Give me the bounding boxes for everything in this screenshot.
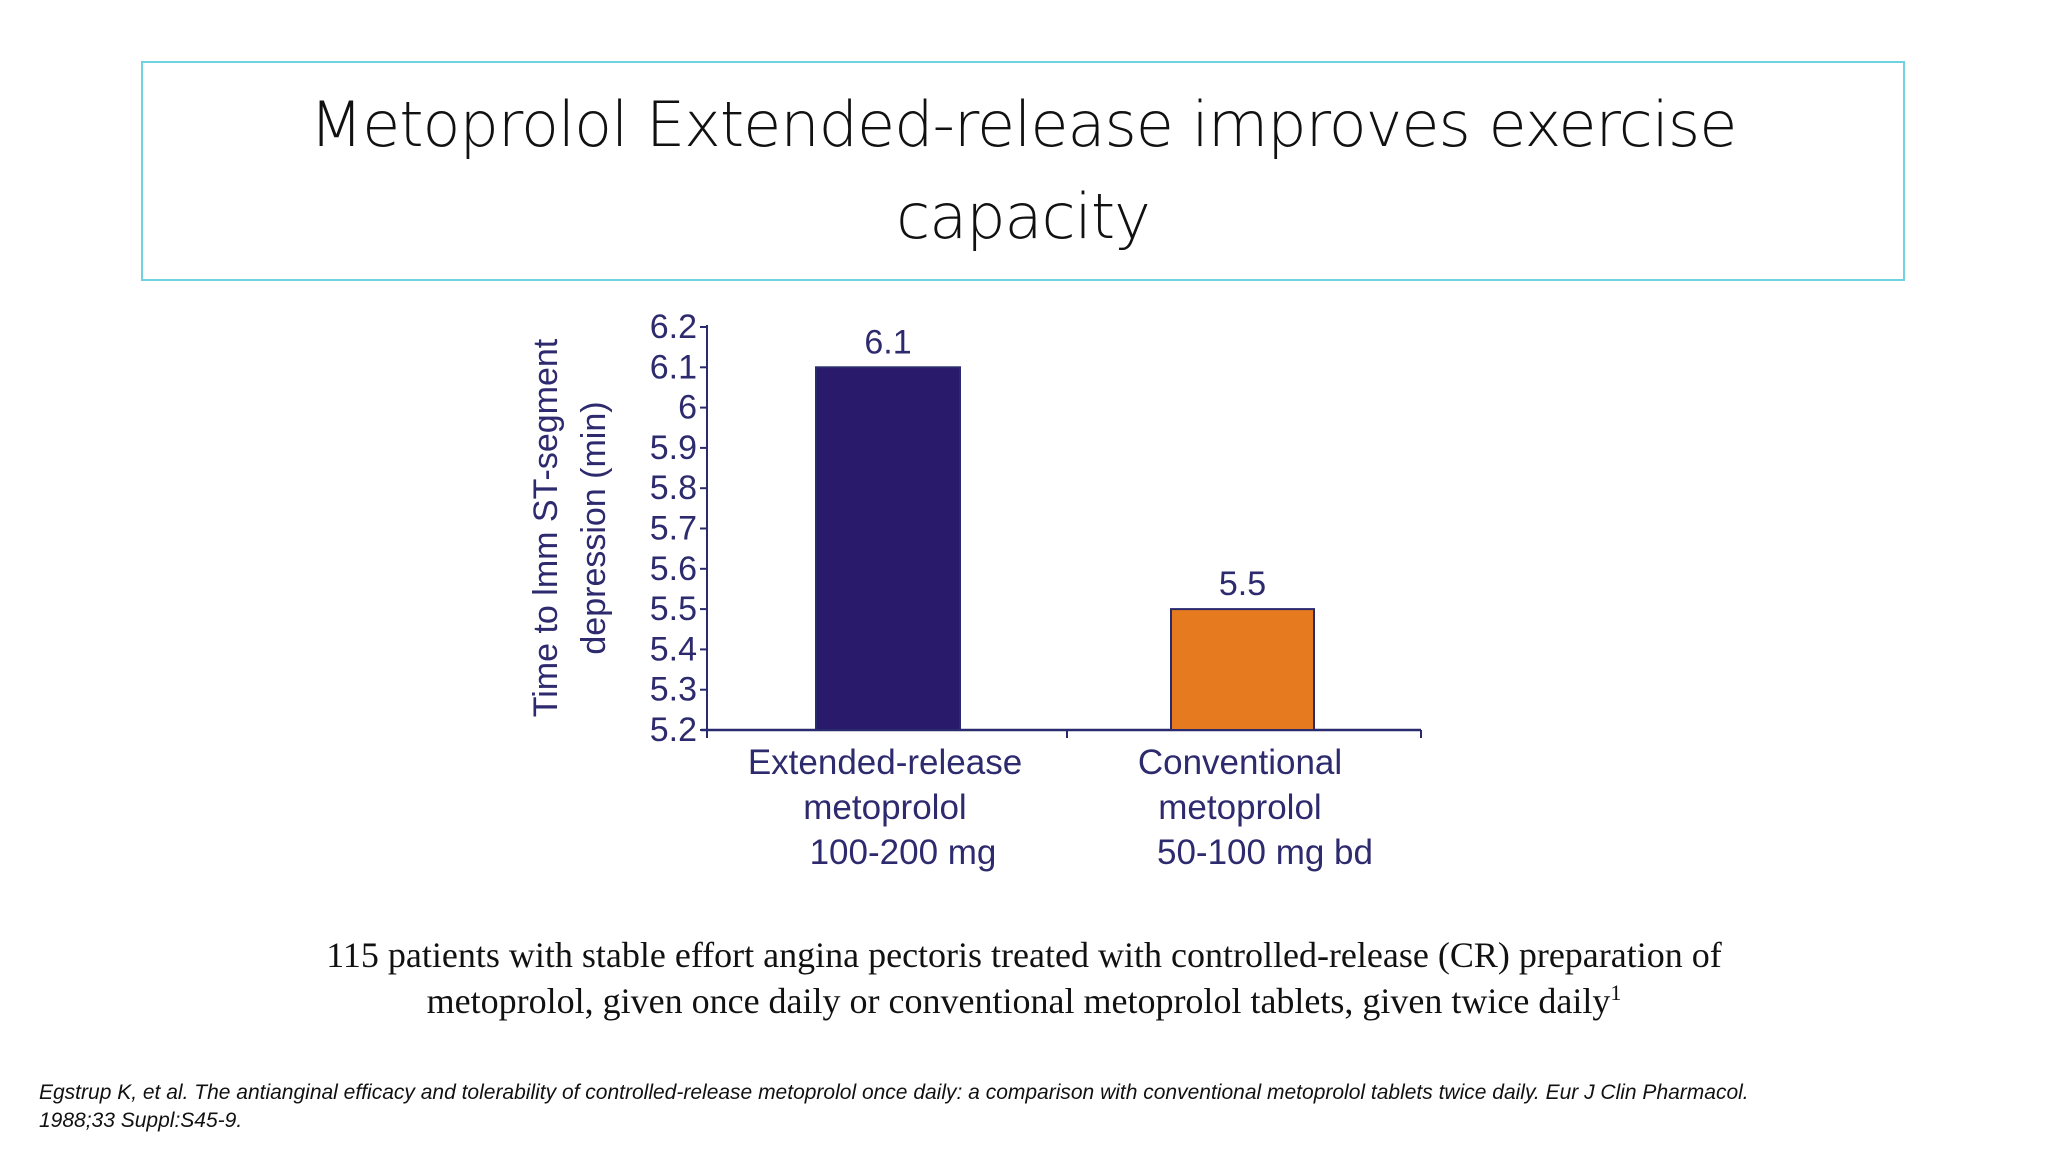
slide-title: Metoprolol Extended-release improves exe… — [141, 61, 1905, 281]
y-tick-label: 5.9 — [650, 429, 697, 467]
y-tick-label: 5.4 — [650, 630, 697, 668]
footnote-marker: 1 — [1610, 980, 1622, 1005]
y-tick-label: 5.7 — [650, 510, 697, 548]
y-axis-label-line: Time to lmm ST-segment — [527, 338, 565, 717]
data-label: 6.1 — [864, 323, 911, 361]
y-tick-label: 5.2 — [650, 711, 697, 749]
y-tick-label: 5.5 — [650, 590, 697, 628]
category-label-line: metoprolol — [1158, 788, 1321, 827]
bar — [815, 366, 961, 731]
caption-line-1: 115 patients with stable effort angina p… — [326, 935, 1722, 975]
category-label-line: 100-200 mg — [810, 833, 997, 872]
category-label-line: 50-100 mg bd — [1157, 833, 1373, 872]
y-tick-label: 6.2 — [650, 308, 697, 346]
caption-line-2: metoprolol, given once daily or conventi… — [0, 980, 2048, 1022]
y-tick-label: 5.3 — [650, 671, 697, 709]
reference-line-2: 1988;33 Suppl:S45-9. — [39, 1109, 243, 1132]
title-line-2: capacity — [896, 180, 1151, 253]
caption-line-2-text: metoprolol, given once daily or conventi… — [426, 981, 1611, 1021]
y-axis-label-line: depression (min) — [575, 401, 613, 654]
reference-line-1: Egstrup K, et al. The antianginal effica… — [39, 1081, 1749, 1104]
y-tick-label: 5.6 — [650, 550, 697, 588]
y-tick-label: 6.1 — [650, 348, 697, 386]
y-tick-label: 6 — [678, 389, 697, 427]
title-line-1: Metoprolol Extended-release improves exe… — [309, 88, 1738, 161]
bar-chart: Time to lmm ST-segment depression (min) 5.… — [527, 308, 1422, 872]
y-tick-label: 5.8 — [650, 469, 697, 507]
bar — [1170, 608, 1315, 731]
category-label-line: metoprolol — [803, 788, 966, 827]
category-label-line: Extended-release — [748, 743, 1022, 782]
category-label-line: Conventional — [1138, 743, 1342, 782]
data-label: 5.5 — [1219, 565, 1266, 603]
